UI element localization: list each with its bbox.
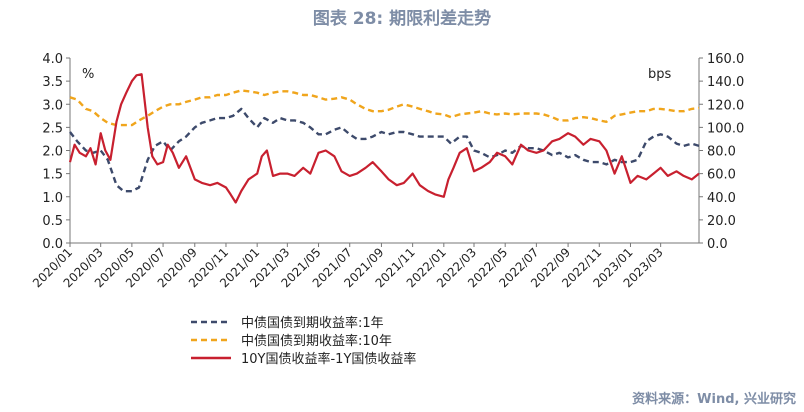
source-note: 资料来源：Wind, 兴业研究 (632, 392, 796, 407)
left-tick-label: 0.0 (42, 237, 63, 252)
right-tick-label: 20.0 (707, 214, 736, 229)
left-tick-label: 0.5 (42, 214, 63, 229)
right-tick-label: 40.0 (707, 191, 736, 206)
right-tick-label: 60.0 (707, 168, 736, 183)
legend-label-1: 中债国债到期收益率:1年 (241, 315, 384, 331)
left-unit-label: % (82, 67, 94, 82)
right-tick-label: 140.0 (707, 75, 744, 90)
left-tick-label: 1.5 (42, 168, 63, 183)
left-tick-label: 3.0 (42, 98, 63, 113)
series-layer (68, 73, 700, 204)
left-tick-label: 2.5 (42, 121, 63, 136)
right-tick-label: 160.0 (707, 52, 744, 67)
right-unit-label: bps (648, 67, 672, 82)
chart-title: 图表 28: 期限利差走势 (312, 9, 492, 29)
left-tick-label: 1.0 (42, 191, 63, 206)
right-tick-label: 0.0 (707, 237, 728, 252)
right-tick-label: 120.0 (707, 98, 744, 113)
series-line-3 (68, 73, 700, 204)
left-tick-label: 3.5 (42, 75, 63, 90)
legend-label-2: 中债国债到期收益率:10年 (241, 333, 392, 349)
legend-label-3: 10Y国债收益率-1Y国债收益率 (241, 351, 416, 367)
series-line-1 (69, 107, 700, 193)
left-tick-label: 2.0 (42, 145, 63, 160)
series-line-2 (69, 89, 700, 127)
right-tick-label: 100.0 (707, 121, 744, 136)
axes: 0.0 0.5 1.0 1.5 2.0 2.5 3.0 3.5 4.0 0.0 20.0 40.0 60… (30, 52, 744, 290)
right-tick-label: 80.0 (707, 145, 736, 160)
left-tick-label: 4.0 (42, 52, 63, 67)
